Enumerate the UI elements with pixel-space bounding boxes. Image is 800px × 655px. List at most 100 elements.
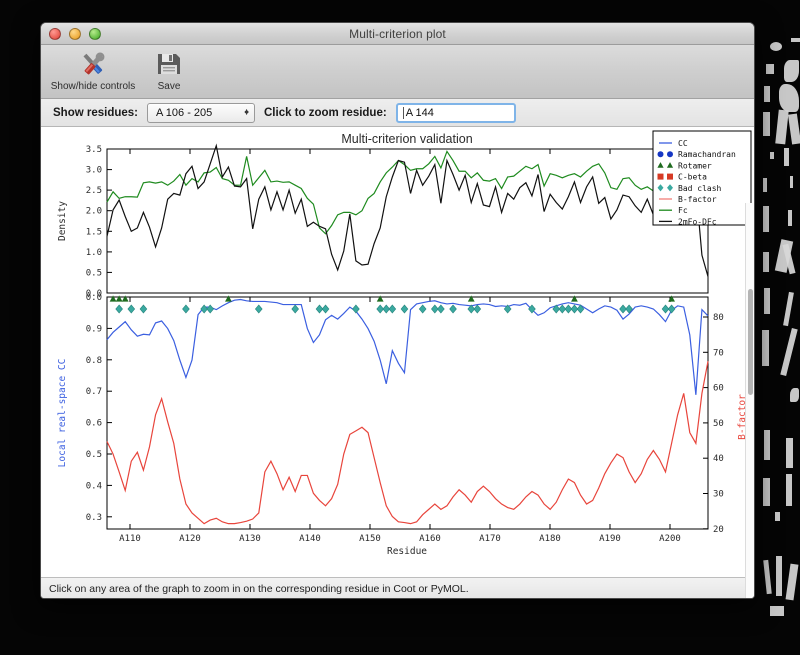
bad-clash-marker[interactable] (200, 304, 208, 314)
density-y-axis: 0.0 0.5 1.0 1.5 2.0 2.5 3.0 3.5 Density (57, 145, 112, 299)
density-x-ticks (129, 149, 671, 154)
window-titlebar[interactable]: Multi-criterion plot (41, 23, 754, 45)
rotamer-marker[interactable] (376, 295, 384, 302)
bad-clash-marker[interactable] (291, 304, 299, 314)
legend-label: CC (678, 139, 688, 148)
bad-clash-marker[interactable] (388, 304, 397, 314)
bad-clash-marker[interactable] (625, 304, 633, 314)
legend-swatch-c-beta (667, 173, 673, 180)
zoom-residue-input[interactable]: A 144 (395, 102, 516, 123)
rotamer-marker[interactable] (668, 295, 675, 302)
desktop-shape (790, 176, 793, 188)
save-label: Save (157, 81, 181, 92)
bad-clash-marker[interactable] (382, 304, 391, 314)
bad-clash-marker[interactable] (431, 304, 439, 314)
rotamer-marker[interactable] (115, 295, 123, 302)
bad-clash-marker[interactable] (400, 304, 409, 314)
desktop-shape (764, 430, 770, 460)
desktop-shape (780, 327, 798, 377)
density-plot[interactable]: Multi-criterion validation (57, 132, 709, 299)
save-button[interactable]: Save (131, 48, 207, 92)
bad-clash-marker[interactable] (619, 304, 627, 314)
bad-clash-marker[interactable] (376, 304, 384, 314)
rotamer-marker[interactable] (109, 295, 117, 302)
cc-bfactor-plot[interactable]: 0.0 0.9 0.8 0.7 0.6 0.5 0.4 0.3 Local re… (57, 293, 748, 557)
desktop-shape (764, 288, 770, 314)
window-scrollbar[interactable] (745, 203, 754, 598)
bad-clash-marker[interactable] (576, 304, 585, 314)
maximize-button[interactable] (89, 27, 101, 40)
desktop-shape (786, 438, 793, 468)
bad-clash-marker[interactable] (206, 304, 214, 314)
desktop-shape (763, 478, 770, 506)
legend-swatch-rotamer (657, 162, 664, 168)
residue-xtick: A160 (419, 534, 441, 544)
bad-clash-marker[interactable] (315, 304, 324, 314)
legend-label: Bad clash (678, 184, 722, 193)
desktop-shape (784, 60, 799, 82)
bad-clash-marker[interactable] (528, 304, 536, 314)
desktop-shape (766, 64, 774, 74)
close-button[interactable] (49, 27, 61, 40)
status-bar: Click on any area of the graph to zoom i… (41, 577, 754, 598)
desktop-shape (770, 152, 774, 159)
residue-xtick: A110 (119, 534, 141, 544)
zoom-residue-value: A 144 (405, 106, 434, 119)
show-hide-controls-button[interactable]: Show/hide controls (51, 48, 135, 92)
desktop-shape (779, 84, 799, 112)
bad-clash-marker[interactable] (254, 304, 263, 314)
window-controls[interactable] (49, 27, 101, 40)
zoom-residue-label: Click to zoom residue: (264, 106, 387, 119)
rotamer-marker[interactable] (571, 295, 578, 302)
status-text: Click on any area of the graph to zoom i… (49, 582, 469, 595)
desktop-shape (786, 474, 792, 506)
bfactor-ytick: 70 (713, 348, 724, 358)
bad-clash-marker[interactable] (352, 304, 360, 314)
bad-clash-marker[interactable] (127, 304, 136, 314)
scrollbar-thumb[interactable] (748, 289, 753, 395)
bad-clash-marker[interactable] (449, 304, 457, 314)
bad-clash-marker[interactable] (467, 304, 476, 314)
desktop-shape (763, 252, 769, 272)
bfactor-ytick: 20 (713, 525, 724, 535)
bad-clash-marker[interactable] (321, 304, 330, 314)
chevron-updown-icon[interactable]: ▲ ▼ (243, 107, 250, 117)
density-ytick: 3.0 (86, 166, 102, 176)
bad-clash-marker[interactable] (661, 304, 670, 314)
bad-clash-marker[interactable] (558, 304, 567, 314)
series-cc-line (106, 298, 709, 395)
desktop-shape (770, 42, 782, 51)
desktop-shape (784, 148, 789, 166)
bad-clash-marker[interactable] (564, 304, 573, 314)
bad-clash-marker[interactable] (115, 304, 123, 314)
minimize-button[interactable] (69, 27, 81, 40)
rotamer-marker[interactable] (121, 295, 129, 302)
bad-clash-markers[interactable] (115, 304, 676, 314)
desktop-shape (788, 210, 792, 226)
desktop-shape (770, 606, 784, 616)
legend-swatch-bad-clash (657, 184, 664, 192)
rotamer-marker[interactable] (467, 295, 475, 302)
multi-criterion-figure[interactable]: Multi-criterion validation (41, 127, 755, 577)
density-y-axis-label: Density (57, 201, 68, 241)
bad-clash-marker[interactable] (139, 304, 148, 314)
bad-clash-marker[interactable] (552, 304, 561, 314)
rotamer-outlier-markers[interactable] (109, 295, 675, 302)
bad-clash-marker[interactable] (503, 304, 512, 314)
plot-canvas[interactable]: Multi-criterion validation (41, 127, 755, 598)
bad-clash-marker[interactable] (667, 304, 676, 314)
rotamer-marker[interactable] (225, 295, 232, 302)
cc-y-axis: 0.0 0.9 0.8 0.7 0.6 0.5 0.4 0.3 Local re… (57, 293, 112, 523)
density-ytick: 0.0 (86, 289, 102, 299)
legend-swatch-rotamer (666, 162, 674, 168)
residue-range-select[interactable]: A 106 - 205 ▲ ▼ (147, 102, 255, 123)
bad-clash-marker[interactable] (473, 304, 482, 314)
legend-label: Rotamer (678, 161, 712, 170)
desktop-shape (764, 86, 770, 102)
tools-icon (78, 49, 108, 79)
bad-clash-marker[interactable] (570, 304, 579, 314)
density-ytick: 2.0 (86, 207, 102, 217)
bad-clash-marker[interactable] (437, 304, 445, 314)
bad-clash-marker[interactable] (182, 304, 190, 314)
bad-clash-marker[interactable] (418, 304, 427, 314)
